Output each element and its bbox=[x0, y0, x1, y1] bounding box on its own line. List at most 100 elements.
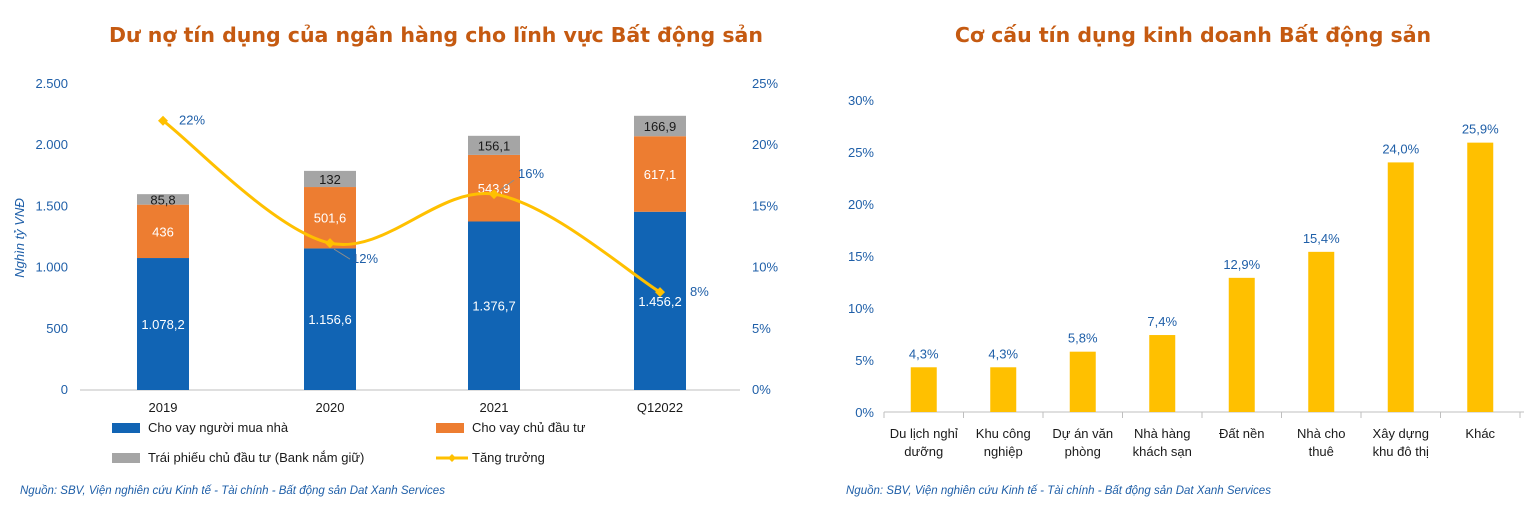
credit-structure-chart: Cơ cấu tín dụng kinh doanh Bất động sản … bbox=[846, 23, 1524, 497]
chart2-x-axis: Du lịch nghỉ dưỡng Khu công nghiệp Dự án văn… bbox=[883, 412, 1521, 459]
chart1-data-label: 85,8 bbox=[150, 192, 175, 207]
chart1-bar-segment bbox=[468, 221, 520, 390]
chart1-growth-label: 12% bbox=[352, 251, 378, 266]
chart2-data-label: 25,9% bbox=[1462, 122, 1499, 137]
chart2-x-tick-label: Nhà cho bbox=[1297, 426, 1345, 441]
chart1-x-tick-label: 2020 bbox=[316, 400, 345, 415]
chart2-bar bbox=[990, 367, 1017, 412]
chart2-bar bbox=[1308, 251, 1335, 412]
chart2-data-label: 4,3% bbox=[988, 346, 1018, 361]
chart1-x-tick-label: Q12022 bbox=[637, 400, 683, 415]
chart2-data-label: 15,4% bbox=[1303, 231, 1340, 246]
chart1-y2-tick-label: 25% bbox=[752, 76, 778, 91]
chart1-data-label: 436 bbox=[152, 224, 174, 239]
chart2-source: Nguồn: SBV, Viện nghiên cứu Kinh tế - Tà… bbox=[846, 485, 1271, 497]
chart1-bar-segment bbox=[634, 115, 686, 137]
chart1-data-label: 501,6 bbox=[314, 211, 347, 226]
chart1-legend-swatch bbox=[112, 423, 140, 433]
chart2-x-tick-label: dưỡng bbox=[904, 444, 943, 459]
chart1-y2-axis: 0% 5% 10% 15% 20% 25% bbox=[752, 76, 778, 397]
chart1-growth-point bbox=[655, 287, 665, 298]
chart1-y-tick-label: 1.500 bbox=[35, 198, 68, 213]
chart2-x-tick-label: Đất nền bbox=[1219, 426, 1265, 441]
chart1-growth-point bbox=[158, 115, 168, 126]
chart2-x-tick-label: Du lịch nghỉ bbox=[890, 426, 958, 441]
credit-balance-chart: Dư nợ tín dụng của ngân hàng cho lĩnh vự… bbox=[12, 23, 778, 497]
chart1-legend-label: Cho vay người mua nhà bbox=[148, 420, 289, 435]
chart2-y-tick-label: 5% bbox=[855, 353, 874, 368]
chart1-bar-segment bbox=[468, 154, 520, 222]
chart1-x-axis: 2019 2020 2021 Q12022 bbox=[149, 400, 684, 415]
chart1-data-label: 1.376,7 bbox=[472, 299, 515, 314]
chart2-bar bbox=[1467, 142, 1494, 412]
chart1-title: Dư nợ tín dụng của ngân hàng cho lĩnh vự… bbox=[109, 23, 763, 47]
chart1-y2-tick-label: 0% bbox=[752, 382, 771, 397]
chart2-x-tick-label: Xây dựng bbox=[1373, 426, 1429, 441]
chart1-growth-label: 16% bbox=[518, 166, 544, 181]
chart1-data-label: 1.456,2 bbox=[638, 294, 681, 309]
chart2-y-axis: 0% 5% 10% 15% 20% 25% 30% bbox=[848, 93, 874, 420]
chart2-y-tick-label: 25% bbox=[848, 145, 874, 160]
chart1-legend-label: Cho vay chủ đầu tư bbox=[472, 420, 586, 435]
chart1-data-label: 132 bbox=[319, 172, 341, 187]
chart2-x-tick-label: khu đô thị bbox=[1373, 444, 1429, 459]
chart2-x-tick-label: Nhà hàng bbox=[1134, 426, 1190, 441]
chart1-legend-label: Trái phiếu chủ đầu tư (Bank nắm giữ) bbox=[148, 450, 364, 465]
chart2-bar bbox=[910, 367, 937, 412]
chart1-y2-tick-label: 20% bbox=[752, 137, 778, 152]
chart1-growth-point bbox=[325, 238, 335, 249]
chart1-y2-tick-label: 10% bbox=[752, 260, 778, 275]
chart2-data-label: 5,8% bbox=[1068, 331, 1098, 346]
chart1-legend-label: Tăng trưởng bbox=[472, 450, 545, 465]
chart1-bar-segment bbox=[468, 135, 520, 155]
chart1-data-label: 166,9 bbox=[644, 119, 677, 134]
chart1-data-label: 156,1 bbox=[478, 138, 511, 153]
chart1-y-axis-label: Nghìn tỷ VNĐ bbox=[12, 198, 27, 278]
chart2-x-tick-label: khách sạn bbox=[1133, 444, 1192, 459]
chart1-bar-segment bbox=[634, 211, 686, 390]
chart2-x-tick-label: thuê bbox=[1309, 444, 1334, 459]
chart1-bar-segment bbox=[634, 136, 686, 212]
chart2-bar bbox=[1149, 335, 1176, 412]
chart1-y-tick-label: 2.000 bbox=[35, 137, 68, 152]
chart1-bar-segment bbox=[137, 204, 189, 259]
chart1-y-tick-label: 1.000 bbox=[35, 260, 68, 275]
chart1-leader-line bbox=[333, 248, 351, 260]
chart2-bar bbox=[1069, 351, 1096, 412]
chart1-growth-series-line bbox=[162, 119, 661, 294]
chart1-bar-segment bbox=[304, 170, 356, 188]
chart2-bar bbox=[1228, 277, 1255, 412]
chart2-x-tick-label: Khu công bbox=[976, 426, 1031, 441]
chart1-legend-marker bbox=[448, 454, 456, 462]
chart2-title: Cơ cấu tín dụng kinh doanh Bất động sản bbox=[955, 23, 1431, 47]
chart2-x-tick-label: Khác bbox=[1465, 426, 1495, 441]
chart2-x-tick-label: phòng bbox=[1065, 444, 1101, 459]
chart1-y-tick-label: 500 bbox=[46, 321, 68, 336]
chart1-y-tick-label: 2.500 bbox=[35, 76, 68, 91]
chart1-data-label: 1.078,2 bbox=[141, 317, 184, 332]
chart2-x-tick-label: nghiệp bbox=[984, 444, 1023, 459]
chart2-bars: 4,3% 4,3% 5,8% 7,4% 12,9% 15,4% 24,0% 25,9% bbox=[909, 122, 1499, 412]
chart2-data-label: 7,4% bbox=[1147, 314, 1177, 329]
chart1-y-tick-label: 0 bbox=[61, 382, 68, 397]
chart1-bar-segment bbox=[137, 194, 189, 205]
chart1-bar-segment bbox=[137, 258, 189, 390]
chart2-data-label: 12,9% bbox=[1223, 257, 1260, 272]
chart1-bars: 1.078,243685,81.156,6501,61321.376,7543,… bbox=[137, 115, 686, 390]
chart1-y2-tick-label: 15% bbox=[752, 198, 778, 213]
chart1-legend-swatch bbox=[436, 423, 464, 433]
chart1-leader-line bbox=[499, 179, 515, 191]
chart1-x-tick-label: 2019 bbox=[149, 400, 178, 415]
chart1-growth-line: 22% 12% 16% 8% bbox=[158, 113, 709, 299]
chart2-y-tick-label: 30% bbox=[848, 93, 874, 108]
chart1-growth-point bbox=[489, 189, 499, 200]
chart1-bar-segment bbox=[304, 248, 356, 390]
chart1-growth-label: 22% bbox=[179, 113, 205, 128]
chart1-y-axis: 0 500 1.000 1.500 2.000 2.500 bbox=[35, 76, 68, 397]
chart2-data-label: 4,3% bbox=[909, 346, 939, 361]
chart2-y-tick-label: 10% bbox=[848, 301, 874, 316]
chart2-y-tick-label: 15% bbox=[848, 249, 874, 264]
chart1-data-label: 1.156,6 bbox=[308, 312, 351, 327]
chart1-y2-tick-label: 5% bbox=[752, 321, 771, 336]
